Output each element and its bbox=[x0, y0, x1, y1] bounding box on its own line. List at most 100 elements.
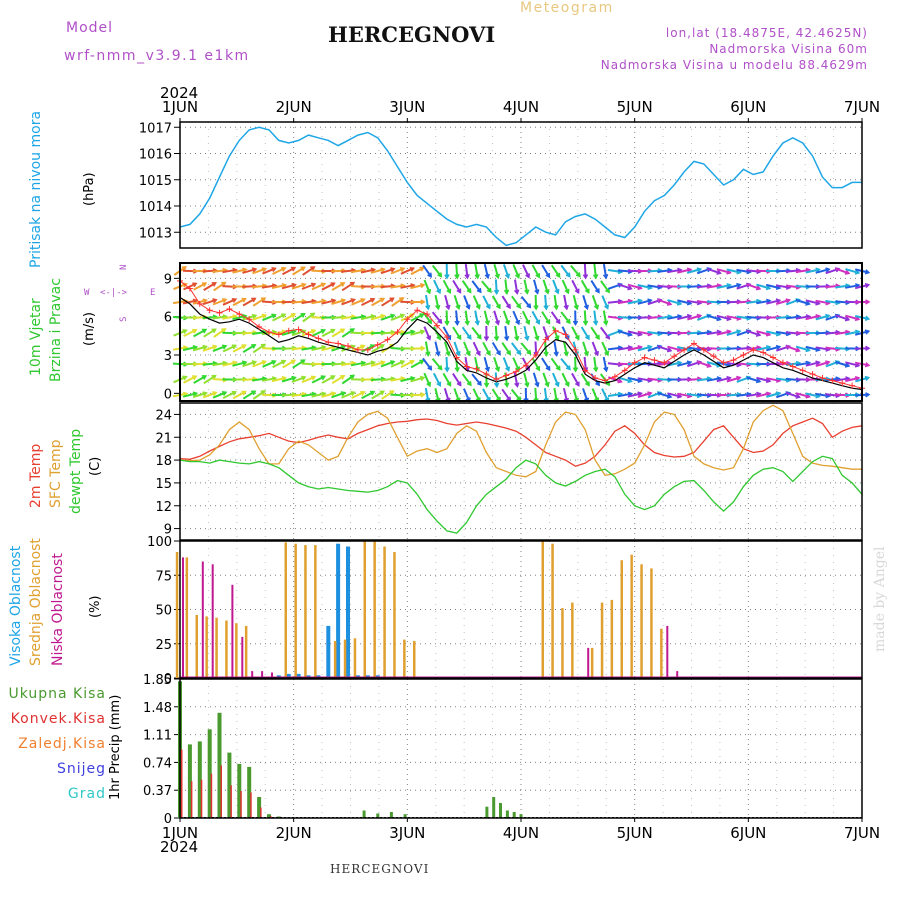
wind-arrow-head bbox=[300, 266, 306, 272]
conv-precip-bar bbox=[270, 816, 272, 818]
wind-arrow bbox=[582, 388, 589, 402]
wind-arrow bbox=[637, 345, 652, 352]
wind-arrow bbox=[302, 266, 315, 276]
wind-arrow-head bbox=[834, 360, 841, 366]
wind-arrow-head bbox=[545, 319, 551, 325]
wind-arrow bbox=[390, 313, 405, 322]
wind-arrow-head bbox=[553, 351, 559, 357]
wind-arrow bbox=[627, 299, 642, 305]
gust-marker bbox=[315, 335, 322, 342]
wind-arrow bbox=[311, 346, 326, 351]
wind-arrow bbox=[251, 284, 267, 289]
wind-axis-title-2: Brzina i Pravac bbox=[48, 278, 64, 382]
gust-marker bbox=[443, 334, 450, 341]
legend-frozen-rain: Zaledj.Kisa bbox=[18, 736, 106, 752]
compass-n: N bbox=[119, 264, 129, 270]
gust-marker bbox=[671, 353, 678, 360]
gust-marker bbox=[631, 359, 638, 366]
wind-arrow-head bbox=[484, 320, 491, 326]
wind-arrow bbox=[835, 361, 850, 367]
wind-arrow bbox=[514, 279, 519, 294]
wind-arrow bbox=[272, 313, 286, 322]
y-tick-label: 25 bbox=[155, 638, 172, 653]
wind-arrow bbox=[213, 281, 226, 292]
wind-arrow bbox=[380, 267, 395, 275]
wind-arrow bbox=[222, 344, 237, 353]
mid-cloud-bar bbox=[551, 543, 554, 678]
wind-arrow bbox=[687, 314, 701, 321]
wind-arrow bbox=[600, 280, 610, 293]
wind-arrow-head bbox=[420, 392, 426, 398]
wind-arrow bbox=[647, 284, 662, 289]
wind-arrow bbox=[301, 392, 316, 398]
wind-arrow-head bbox=[485, 304, 491, 310]
mid-cloud-bar bbox=[393, 552, 396, 678]
y-tick-label: 24 bbox=[155, 408, 172, 423]
wind-arrow bbox=[637, 299, 652, 305]
wind-arrow-head bbox=[864, 269, 871, 275]
wind-arrow bbox=[571, 279, 580, 294]
total-precip-bar bbox=[267, 814, 271, 818]
wind-arrow bbox=[431, 311, 443, 324]
wind-arrow bbox=[493, 264, 500, 278]
wind-arrow bbox=[380, 360, 395, 368]
wind-arrow-head bbox=[192, 375, 198, 381]
wind-arrow bbox=[795, 345, 810, 352]
wind-arrow bbox=[637, 284, 652, 289]
gust-marker bbox=[433, 322, 440, 329]
wind-arrow bbox=[571, 372, 580, 387]
high-cloud-bar bbox=[346, 546, 350, 678]
wind-arrow bbox=[400, 284, 415, 289]
wind-arrow-head bbox=[686, 313, 693, 320]
wind-arrow bbox=[590, 280, 600, 293]
wind-arrow bbox=[321, 282, 335, 291]
mid-cloud-bar bbox=[640, 564, 643, 678]
conv-precip-bar bbox=[210, 773, 213, 818]
y-tick-label: 1.48 bbox=[143, 701, 172, 716]
wind-arrow bbox=[696, 331, 711, 335]
wind-arrow bbox=[331, 391, 346, 399]
wind-arrow bbox=[242, 360, 257, 368]
wind-arrow bbox=[647, 315, 662, 320]
gust-marker bbox=[226, 306, 233, 312]
wind-arrow-head bbox=[310, 312, 316, 318]
wind-arrow bbox=[580, 279, 590, 294]
mid-cloud-bar bbox=[363, 541, 366, 678]
gust-marker bbox=[513, 368, 520, 375]
wind-arrow bbox=[390, 360, 405, 368]
gust-marker bbox=[206, 307, 213, 314]
gust-marker bbox=[849, 382, 856, 389]
wind-arrow bbox=[202, 315, 217, 320]
wind-arrow bbox=[815, 392, 830, 398]
gust-marker bbox=[690, 340, 697, 347]
wind-arrow bbox=[667, 392, 682, 398]
x-tick-label-bottom: 7JUN bbox=[844, 824, 880, 842]
wind-arrow bbox=[410, 313, 424, 322]
wind-arrow bbox=[561, 279, 570, 294]
wind-axis-unit: (m/s) bbox=[82, 312, 97, 346]
wind-arrow-head bbox=[553, 305, 559, 311]
wind-arrow bbox=[542, 372, 550, 387]
wind-arrow-head bbox=[544, 289, 550, 295]
gust-marker bbox=[592, 375, 599, 381]
wind-arrow-head bbox=[474, 320, 480, 326]
wind-arrow bbox=[491, 341, 501, 356]
temp-axis-title-1: 2m Temp bbox=[28, 443, 44, 508]
wind-arrow-head bbox=[844, 269, 851, 275]
wind-arrow-head bbox=[592, 320, 599, 326]
wind-arrow-head bbox=[706, 362, 712, 368]
wind-arrow-head bbox=[399, 297, 405, 302]
wind-arrow bbox=[464, 310, 469, 325]
wind-arrow bbox=[282, 266, 296, 276]
wind-arrow-head bbox=[524, 289, 530, 295]
wind-arrow-head bbox=[260, 390, 266, 395]
wind-arrow-head bbox=[202, 391, 208, 397]
total-precip-bar bbox=[376, 813, 380, 818]
wind-arrow bbox=[203, 328, 217, 338]
wind-arrow-head bbox=[261, 267, 268, 273]
gust-marker bbox=[295, 326, 302, 333]
wind-frame bbox=[179, 262, 863, 402]
wind-arrow bbox=[182, 299, 197, 305]
wind-arrow-head bbox=[755, 285, 762, 291]
wind-arrow bbox=[805, 361, 820, 367]
